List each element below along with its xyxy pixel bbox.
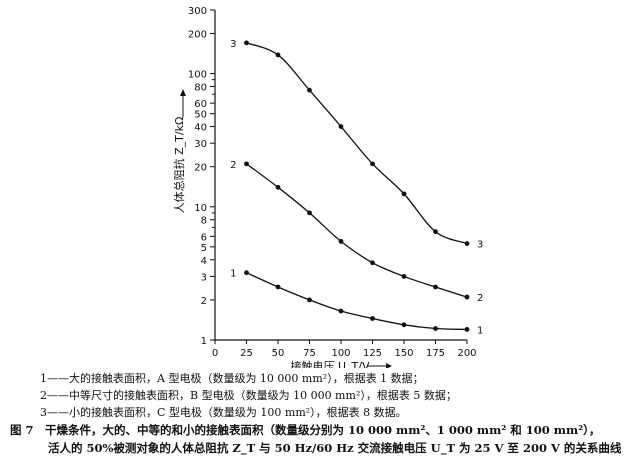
x-tick-label: 0 bbox=[212, 348, 218, 359]
y-tick-label: 1 bbox=[201, 336, 207, 347]
figure-caption: 图 7 干燥条件，大的、中等的和小的接触表面积（数量级分别为 10 000 mm… bbox=[10, 421, 625, 457]
x-tick-label: 150 bbox=[394, 348, 413, 359]
series-label-end-3: 3 bbox=[477, 240, 483, 251]
data-point-3 bbox=[275, 52, 281, 58]
x-tick-label: 125 bbox=[363, 348, 382, 359]
x-tick-label: 175 bbox=[426, 348, 445, 359]
y-axis-label: 人体总阻抗 Z_T/kΩ bbox=[172, 117, 186, 214]
series-line-3 bbox=[246, 42, 468, 245]
series-label-end-2: 2 bbox=[477, 293, 483, 304]
data-point-3 bbox=[433, 229, 438, 235]
y-tick-label: 6 bbox=[201, 232, 207, 243]
series-line-2 bbox=[246, 163, 468, 298]
data-point-2 bbox=[244, 161, 249, 167]
data-point-1 bbox=[464, 327, 470, 332]
x-axis-label: 接触电压 U_T/V bbox=[291, 359, 370, 368]
caption-line-2: 活人的 50%被测对象的人体总阻抗 Z_T 与 50 Hz/60 Hz 交流接触… bbox=[48, 441, 622, 455]
legend-item-2: 2——中等尺寸的接触表面积，B 型电极（数量级为 10 000 mm²），根据表… bbox=[40, 389, 457, 402]
data-point-1 bbox=[433, 326, 438, 331]
data-point-3 bbox=[244, 40, 249, 46]
legend-item-3: 3——小的接触表面积，C 型电极（数量级为 100 mm²），根据表 8 数据。 bbox=[40, 406, 407, 419]
data-point-2 bbox=[401, 274, 407, 279]
plot-frame bbox=[214, 10, 467, 341]
caption-line-1: 图 7 干燥条件，大的、中等的和小的接触表面积（数量级分别为 10 000 mm… bbox=[10, 423, 601, 437]
data-point-2 bbox=[370, 260, 375, 266]
data-point-3 bbox=[401, 191, 407, 197]
data-point-3 bbox=[370, 161, 375, 167]
data-point-3 bbox=[338, 124, 344, 129]
y-tick-label: 30 bbox=[194, 139, 207, 150]
y-tick-label: 20 bbox=[194, 163, 207, 174]
data-point-1 bbox=[307, 297, 312, 303]
y-tick-label: 80 bbox=[194, 82, 207, 93]
data-point-1 bbox=[370, 316, 375, 321]
legend-item-1: 1——大的接触表面积，A 型电极（数量级为 10 000 mm²），根据表 1 … bbox=[40, 372, 424, 385]
y-tick-label: 5 bbox=[201, 243, 207, 254]
data-point-2 bbox=[338, 238, 344, 244]
series-group: 1 1 2 2 3 3 bbox=[230, 39, 483, 337]
data-point-1 bbox=[338, 308, 344, 314]
data-point-2 bbox=[275, 184, 281, 190]
data-point-2 bbox=[433, 284, 438, 290]
data-point-3 bbox=[307, 87, 312, 93]
x-tick-label: 200 bbox=[457, 348, 476, 359]
y-tick-label: 40 bbox=[194, 123, 207, 134]
y-tick-label: 200 bbox=[188, 29, 207, 40]
x-tick-label: 50 bbox=[272, 348, 285, 359]
y-tick-label: 8 bbox=[201, 216, 207, 227]
y-tick-label: 3 bbox=[201, 272, 207, 283]
y-axis-label-arrowhead bbox=[180, 89, 186, 96]
series-label-start-3: 3 bbox=[230, 39, 236, 50]
x-axis-label-arrowhead bbox=[386, 363, 392, 368]
y-tick-label: 4 bbox=[201, 256, 207, 267]
series-label-start-2: 2 bbox=[230, 160, 236, 171]
y-tick-label: 2 bbox=[201, 296, 207, 307]
y-tick-label: 300 bbox=[188, 6, 207, 17]
series-label-end-1: 1 bbox=[477, 325, 483, 336]
legend: 1——大的接触表面积，A 型电极（数量级为 10 000 mm²），根据表 1 … bbox=[40, 370, 457, 421]
data-point-1 bbox=[244, 270, 249, 276]
y-tick-label: 10 bbox=[194, 203, 207, 214]
series-label-start-1: 1 bbox=[230, 269, 236, 280]
data-point-3 bbox=[464, 241, 470, 246]
y-tick-label: 60 bbox=[194, 99, 207, 110]
x-tick-label: 25 bbox=[240, 348, 253, 359]
data-point-1 bbox=[275, 284, 281, 290]
x-tick-label: 100 bbox=[331, 348, 350, 359]
data-point-2 bbox=[464, 294, 470, 300]
data-point-2 bbox=[307, 210, 312, 216]
data-point-1 bbox=[401, 322, 407, 328]
x-tick-label: 75 bbox=[303, 348, 316, 359]
y-tick-label: 100 bbox=[188, 70, 207, 81]
series-line-1 bbox=[246, 272, 468, 331]
y-tick-label: 50 bbox=[194, 110, 207, 121]
x-axis: 0 25 50 75 100 125 150 175 200 bbox=[212, 340, 477, 359]
